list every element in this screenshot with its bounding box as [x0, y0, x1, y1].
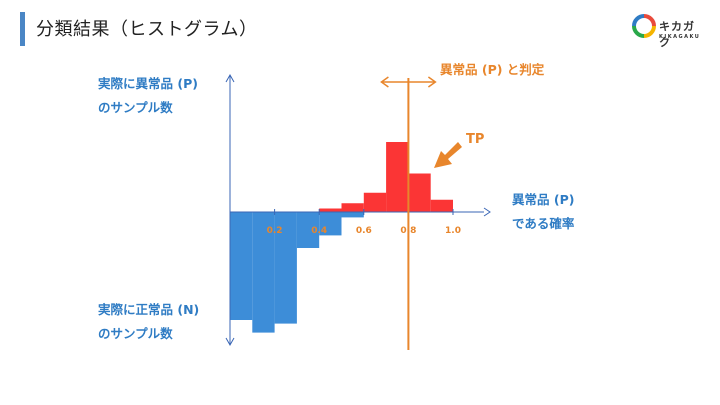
positive-bar-2 — [363, 192, 387, 212]
threshold-label: 異常品 (P) と判定 — [440, 62, 545, 77]
x-axis-label-line2: である確率 — [512, 216, 575, 231]
positive-bar-4 — [408, 173, 431, 212]
threshold-arrow-right — [427, 76, 437, 88]
x-tick-label-4: 1.0 — [445, 226, 461, 236]
y-axis-arrow-up — [225, 73, 235, 83]
positive-count-label: 実際に異常品 (P) のサンプル数 — [98, 72, 198, 120]
positive-bar-5 — [430, 199, 453, 212]
tp-label: TP — [466, 132, 485, 147]
negative-bar-5 — [341, 212, 364, 218]
negative-count-label-line1: 実際に正常品 (N) — [98, 302, 200, 317]
negative-bar-0 — [230, 212, 253, 320]
logo-ring-icon — [632, 14, 656, 38]
negative-bar-1 — [252, 212, 275, 333]
logo-subtext: KIKAGAKU — [659, 34, 701, 40]
title-accent-bar — [20, 12, 25, 46]
x-tick-label-1: 0.4 — [311, 226, 327, 236]
x-axis-label: 異常品 (P) である確率 — [512, 188, 574, 236]
x-tick-label-0: 0.2 — [267, 226, 283, 236]
negative-count-label: 実際に正常品 (N) のサンプル数 — [98, 298, 199, 346]
positive-bar-1 — [341, 203, 364, 212]
page-title: 分類結果（ヒストグラム） — [36, 19, 258, 40]
y-axis-arrow-down — [225, 337, 235, 347]
threshold-arrow-left — [380, 76, 389, 88]
positive-count-label-line1: 実際に異常品 (P) — [98, 76, 198, 91]
kikagaku-logo: キカガク KIKAGAKU — [632, 14, 704, 49]
x-axis-arrow — [483, 207, 491, 217]
positive-count-label-line2: のサンプル数 — [98, 100, 173, 115]
negative-bar-3 — [296, 212, 320, 248]
x-tick-label-2: 0.6 — [356, 226, 372, 236]
logo-text: キカガク — [659, 20, 695, 49]
positive-bar-3 — [386, 142, 409, 212]
tp-pointer-arrow — [434, 142, 462, 168]
positive-bar-0 — [319, 208, 342, 212]
negative-bar-2 — [274, 212, 297, 324]
negative-bar-4 — [319, 212, 342, 236]
negative-count-label-line2: のサンプル数 — [98, 326, 173, 341]
x-axis-label-line1: 異常品 (P) — [512, 192, 575, 207]
